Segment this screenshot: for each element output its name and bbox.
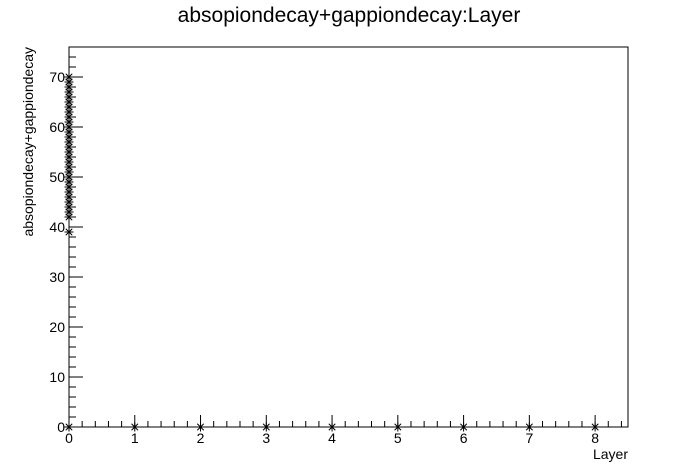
data-point: [524, 422, 534, 432]
data-points-group: [64, 72, 600, 432]
data-point: [64, 157, 74, 167]
data-point: [64, 97, 74, 107]
data-point: [64, 77, 74, 87]
data-point: [64, 192, 74, 202]
data-point: [261, 422, 271, 432]
tick-labels-group: 0 1 2 3 4 5 6 7 8 0 10 20 30 40 50 60 70: [49, 69, 599, 446]
data-point: [64, 212, 74, 222]
data-point: [64, 72, 74, 82]
x-tick-label: 6: [460, 430, 468, 446]
data-point: [64, 137, 74, 147]
y-tick-label: 40: [49, 219, 65, 235]
data-point: [64, 152, 74, 162]
data-point: [64, 227, 74, 237]
data-point: [64, 122, 74, 132]
data-point: [64, 422, 74, 432]
x-tick-label: 2: [197, 430, 205, 446]
y-tick-label: 70: [49, 69, 65, 85]
data-point: [64, 167, 74, 177]
data-point: [64, 177, 74, 187]
x-axis-label: Layer: [593, 446, 628, 462]
data-point: [64, 187, 74, 197]
data-point: [64, 127, 74, 137]
data-point: [130, 422, 140, 432]
data-point: [64, 142, 74, 152]
axis-ticks-group: [68, 46, 622, 428]
data-point: [393, 422, 403, 432]
x-tick-label: 4: [328, 430, 336, 446]
data-point: [64, 197, 74, 207]
x-tick-label: 0: [65, 430, 73, 446]
x-tick-label: 1: [131, 430, 139, 446]
data-point: [327, 422, 337, 432]
data-point: [64, 87, 74, 97]
data-point: [459, 422, 469, 432]
data-point: [64, 182, 74, 192]
data-point: [64, 102, 74, 112]
data-point: [64, 112, 74, 122]
data-point: [64, 82, 74, 92]
chart-title: absopiondecay+gappiondecay:Layer: [178, 4, 521, 27]
data-point: [64, 92, 74, 102]
y-tick-label: 20: [49, 319, 65, 335]
data-point: [196, 422, 206, 432]
y-tick-label: 50: [49, 169, 65, 185]
x-tick-label: 5: [394, 430, 402, 446]
x-tick-label: 3: [262, 430, 270, 446]
x-tick-label: 7: [525, 430, 533, 446]
data-point: [64, 107, 74, 117]
data-point: [64, 207, 74, 217]
data-point: [64, 132, 74, 142]
x-tick-label: 8: [591, 430, 599, 446]
data-point: [64, 147, 74, 157]
y-axis-label: absopiondecay+gappiondecay: [20, 47, 36, 237]
data-point: [64, 162, 74, 172]
data-point: [64, 117, 74, 127]
data-point: [64, 172, 74, 182]
plot-frame: [68, 46, 629, 428]
y-tick-label: 60: [49, 119, 65, 135]
y-tick-label: 0: [57, 419, 65, 435]
plot-frame-group: [68, 46, 629, 428]
data-point: [64, 202, 74, 212]
data-point: [590, 422, 600, 432]
y-tick-label: 10: [49, 369, 65, 385]
y-tick-label: 30: [49, 269, 65, 285]
